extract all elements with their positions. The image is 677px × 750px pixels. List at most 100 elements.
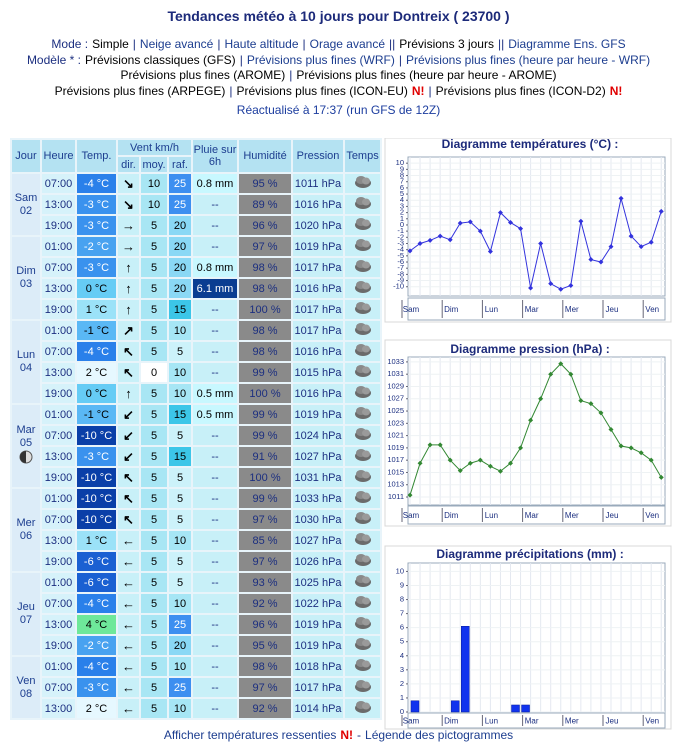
wind-average: 5 bbox=[141, 405, 167, 424]
rain: 0.8 mm bbox=[193, 258, 238, 277]
day-date: 02 bbox=[19, 204, 33, 217]
data-line bbox=[409, 363, 662, 496]
text: Prévisions plus fines (heure par heure -… bbox=[296, 68, 557, 82]
data-point bbox=[658, 474, 664, 480]
pressure: 1017 hPa bbox=[293, 258, 344, 277]
pressure: 1016 hPa bbox=[293, 342, 344, 361]
pressure: 1017 hPa bbox=[293, 300, 344, 319]
weather bbox=[345, 216, 381, 235]
day-cell: Ven 08 bbox=[12, 657, 40, 718]
weather-icon bbox=[354, 701, 371, 713]
data-point bbox=[528, 285, 534, 291]
row: Sam 02 07:00 -4 °C ↘ 10 25 0.8 mm 95 % 1011 hPa bbox=[12, 174, 381, 235]
wind-gust: 25 bbox=[169, 174, 192, 193]
link[interactable]: Diagramme Ens. GFS bbox=[508, 37, 626, 51]
humidity: 100 % bbox=[239, 468, 292, 487]
bar bbox=[511, 704, 520, 713]
text: | bbox=[302, 37, 306, 51]
x-tick-label: Jeu bbox=[606, 305, 619, 314]
wind-average: 10 bbox=[141, 195, 167, 214]
temperature: -6 °C bbox=[77, 552, 116, 571]
data-point bbox=[467, 219, 473, 225]
weather bbox=[345, 195, 381, 214]
weather-icon bbox=[354, 596, 371, 608]
wind-average: 5 bbox=[141, 573, 167, 592]
link[interactable]: Haute altitude bbox=[224, 37, 299, 51]
y-tick-label: 9 bbox=[400, 164, 404, 173]
text: Prévisions classiques (GFS) bbox=[84, 52, 236, 67]
humidity: 99 % bbox=[239, 426, 292, 445]
data-point bbox=[648, 239, 654, 245]
y-tick-label: -5 bbox=[397, 251, 404, 260]
row: Lun 04 01:00 -1 °C ↗ 5 10 -- 98 % 1017 hPa bbox=[12, 321, 381, 403]
wind-gust: 10 bbox=[169, 384, 192, 403]
row: 07:00 -3 °C ← 5 25 -- 97 % 1017 hPa bbox=[12, 678, 381, 697]
link[interactable]: Orage avancé bbox=[309, 37, 386, 51]
data-point bbox=[447, 457, 453, 463]
bar bbox=[521, 704, 530, 713]
y-tick-label: 1027 bbox=[387, 394, 404, 403]
temperature: -3 °C bbox=[77, 258, 116, 277]
wind-gust: 5 bbox=[169, 489, 192, 508]
x-tick-label: Mer bbox=[565, 305, 579, 314]
y-tick-label: 1 bbox=[400, 214, 404, 223]
humidity: 98 % bbox=[239, 342, 292, 361]
data-point bbox=[518, 226, 524, 232]
wind-direction: ↘ bbox=[118, 195, 139, 214]
time: 01:00 bbox=[42, 657, 75, 676]
humidity: 95 % bbox=[239, 174, 292, 193]
humidity: 97 % bbox=[239, 678, 292, 697]
y-tick-label: 2 bbox=[400, 679, 404, 688]
wind-gust: 10 bbox=[169, 363, 192, 382]
x-tick-label: Mar bbox=[525, 305, 539, 314]
data-point bbox=[658, 208, 664, 214]
wind-gust: 5 bbox=[169, 426, 192, 445]
row: 19:00 -2 °C ← 5 20 -- 95 % 1019 hPa bbox=[12, 636, 381, 655]
time: 07:00 bbox=[42, 174, 75, 193]
temperature: -3 °C bbox=[77, 447, 116, 466]
wind-gust: 10 bbox=[169, 699, 192, 718]
temperature: -2 °C bbox=[77, 636, 116, 655]
time: 13:00 bbox=[42, 615, 75, 634]
temperature: 1 °C bbox=[77, 531, 116, 550]
x-tick-label: Sam bbox=[403, 717, 420, 726]
weather bbox=[345, 552, 381, 571]
y-tick-label: -2 bbox=[397, 232, 404, 241]
data-line bbox=[409, 198, 662, 290]
row: 13:00 0 °C ↑ 5 20 6.1 mm 98 % 1016 hPa bbox=[12, 279, 381, 298]
link[interactable]: Neige avancé bbox=[139, 37, 214, 51]
rain: -- bbox=[193, 468, 238, 487]
wind-direction: ← bbox=[118, 594, 139, 613]
y-tick-label: 9 bbox=[400, 580, 404, 589]
data-point bbox=[457, 220, 463, 226]
wind-gust: 15 bbox=[169, 447, 192, 466]
wind-direction: ↑ bbox=[118, 384, 139, 403]
data-point bbox=[558, 361, 564, 367]
day-name: Sam bbox=[14, 191, 38, 204]
wind-gust: 15 bbox=[169, 300, 192, 319]
humidity: 98 % bbox=[239, 321, 292, 340]
weather bbox=[345, 384, 381, 403]
day-cell: Jeu 07 bbox=[12, 573, 40, 655]
link[interactable]: Légende des pictogrammes bbox=[365, 728, 514, 742]
link[interactable]: Prévisions plus fines (heure par heure -… bbox=[405, 52, 651, 67]
time: 01:00 bbox=[42, 321, 75, 340]
time: 07:00 bbox=[42, 342, 75, 361]
humidity: 95 % bbox=[239, 636, 292, 655]
humidity: 100 % bbox=[239, 300, 292, 319]
x-axis-strip bbox=[407, 505, 666, 525]
y-tick-label: 10 bbox=[396, 158, 404, 167]
x-tick-label: Ven bbox=[645, 717, 659, 726]
data-point bbox=[497, 210, 503, 216]
link[interactable]: Afficher températures ressenties bbox=[163, 728, 337, 742]
link[interactable]: Prévisions plus fines (WRF) bbox=[246, 52, 395, 67]
y-tick-label: 1017 bbox=[387, 455, 404, 464]
wind-average: 5 bbox=[141, 699, 167, 718]
data-point bbox=[457, 468, 463, 474]
day-name: Dim bbox=[16, 265, 36, 277]
rain: -- bbox=[193, 531, 238, 550]
data-point bbox=[487, 249, 493, 255]
time: 13:00 bbox=[42, 531, 75, 550]
bar bbox=[461, 626, 470, 713]
data-point bbox=[608, 244, 614, 250]
